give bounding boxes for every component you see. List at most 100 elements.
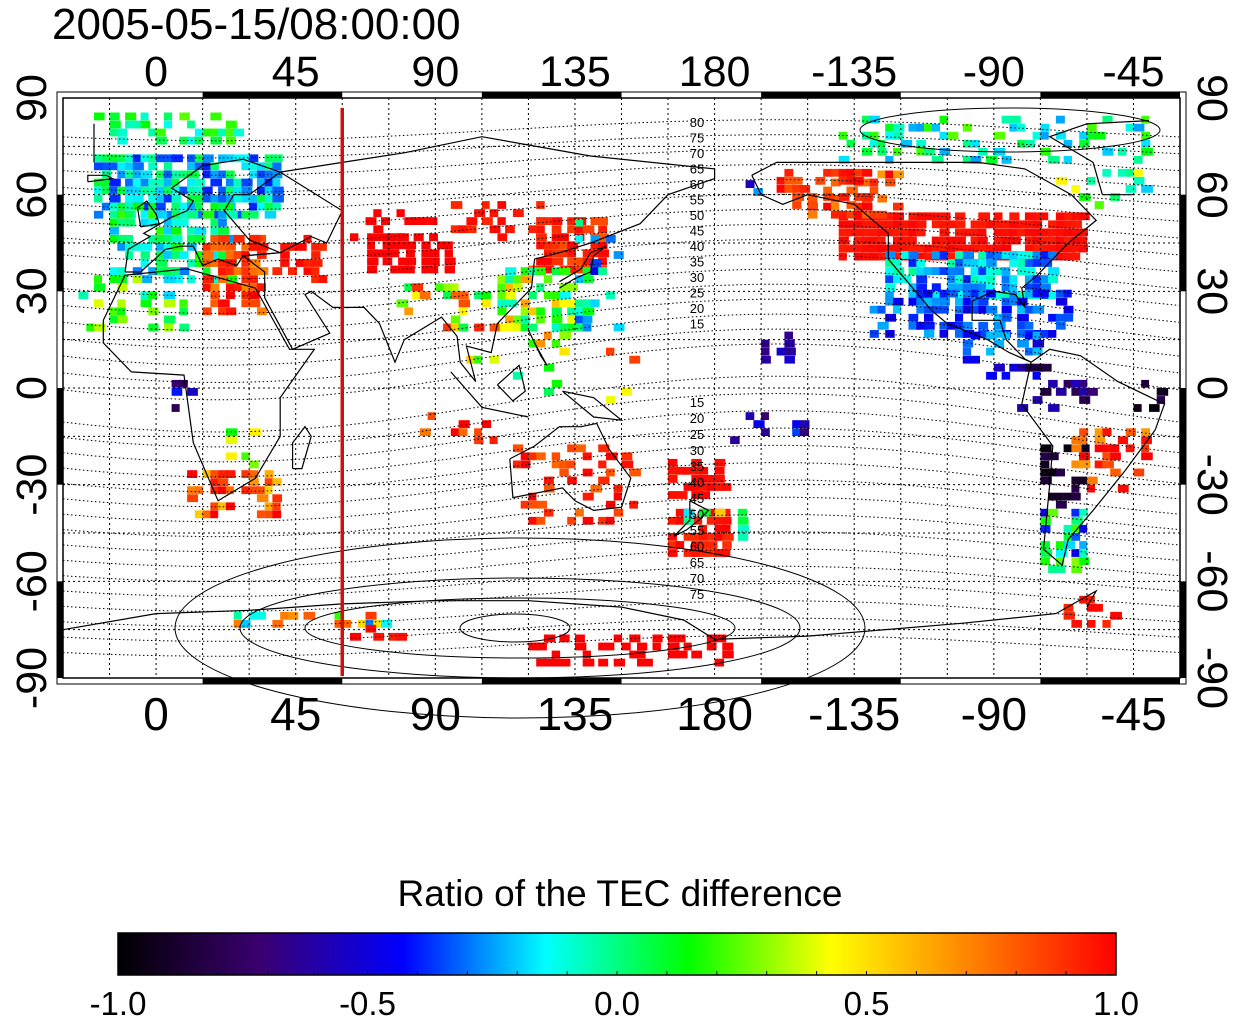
tec-patch: [675, 491, 688, 499]
tec-patch: [179, 299, 188, 308]
tec-patch: [745, 180, 755, 188]
tec-patch: [1024, 259, 1034, 267]
tec-patch: [405, 265, 415, 274]
tec-patch: [551, 291, 563, 300]
tec-patch: [1063, 228, 1072, 237]
tec-patch: [551, 339, 561, 348]
tec-patch: [450, 315, 461, 324]
tec-patch: [419, 291, 431, 300]
tec-patch: [1024, 363, 1033, 372]
tec-patch: [559, 233, 569, 242]
tec-patch: [256, 611, 266, 620]
tec-patch: [970, 289, 981, 298]
tec-patch: [582, 452, 592, 461]
coastline: [87, 174, 115, 183]
tec-patch: [699, 508, 711, 517]
tec-patch: [877, 252, 890, 261]
tec-patch: [1102, 168, 1111, 177]
tec-patch: [877, 147, 887, 156]
tec-patch: [481, 291, 491, 300]
tec-patch: [637, 658, 647, 667]
tec-patch: [148, 154, 157, 163]
tec-patch: [1032, 275, 1044, 283]
top-lon-tick-label: 90: [411, 48, 459, 96]
tec-patch: [745, 412, 755, 420]
tec-patch: [210, 283, 220, 292]
tec-patch: [652, 634, 663, 643]
tec-patch: [505, 275, 515, 283]
tec-patch: [520, 299, 531, 308]
tec-patch: [1086, 603, 1098, 612]
tec-patch: [140, 275, 153, 283]
tec-patch: [264, 510, 277, 519]
tec-patch: [1040, 330, 1051, 338]
tec-patch: [931, 305, 943, 314]
tec-patch: [1079, 595, 1091, 604]
tec-patch: [1094, 201, 1104, 209]
tec-patch: [1024, 244, 1037, 253]
tec-patch: [1079, 396, 1091, 404]
tec-patch: [179, 323, 190, 332]
tec-patch: [109, 194, 121, 203]
tec-patch: [737, 508, 747, 517]
tec-patch: [109, 210, 121, 219]
tec-patch: [474, 209, 486, 217]
tec-patch: [194, 186, 207, 195]
tec-patch: [1055, 549, 1068, 557]
tec-patch: [1048, 228, 1059, 237]
tec-patch: [1017, 297, 1028, 306]
tec-patch: [1001, 371, 1011, 380]
tec-patch: [450, 201, 463, 209]
colorbar-tick-label: 1.0: [1093, 985, 1139, 1022]
tec-patch: [249, 202, 261, 211]
tec-patch: [978, 251, 988, 259]
tec-patch: [590, 217, 601, 225]
tec-patch: [823, 202, 832, 211]
tec-patch: [761, 339, 770, 348]
tec-patch: [1079, 524, 1088, 533]
tec-patch: [559, 299, 569, 308]
tec-patch: [94, 178, 105, 187]
tec-patch: [233, 210, 246, 219]
tec-patch: [218, 226, 229, 235]
tec-patch: [575, 642, 587, 651]
tec-patch: [993, 131, 1006, 140]
tec-patch: [210, 170, 220, 179]
tec-patch: [675, 466, 687, 475]
tec-patch: [520, 307, 529, 316]
tec-patch: [187, 226, 197, 235]
tec-patch: [241, 275, 254, 283]
tec-patch: [256, 243, 269, 251]
tec-patch: [125, 218, 136, 227]
tec-patch: [846, 228, 857, 237]
tec-patch: [784, 339, 795, 348]
tec-patch: [528, 500, 540, 509]
tec-patch: [1032, 363, 1044, 372]
tec-patch: [551, 257, 564, 266]
tec-patch: [194, 510, 204, 519]
tec-patch: [497, 201, 507, 209]
tec-patch: [869, 186, 879, 195]
tec-patch: [559, 658, 571, 667]
tec-patch: [986, 371, 997, 380]
tec-patch: [436, 241, 446, 250]
tec-patch: [598, 476, 610, 485]
tec-patch: [714, 524, 727, 533]
coastline: [1021, 348, 1166, 567]
tec-patch: [1133, 468, 1145, 477]
tec-patch: [877, 305, 886, 314]
tec-patch: [924, 289, 933, 298]
tec-patch: [458, 291, 469, 300]
tec-patch: [481, 299, 491, 308]
tec-patch: [1117, 147, 1127, 156]
tec-patch: [955, 330, 967, 338]
tec-patch: [202, 170, 211, 179]
tec-patch: [869, 220, 879, 229]
tec-patch: [272, 162, 282, 171]
tec-patch: [737, 533, 749, 541]
tec-patch: [474, 323, 485, 332]
tec-patch: [225, 452, 237, 461]
coastline: [509, 422, 632, 512]
tec-patch: [1032, 283, 1042, 292]
